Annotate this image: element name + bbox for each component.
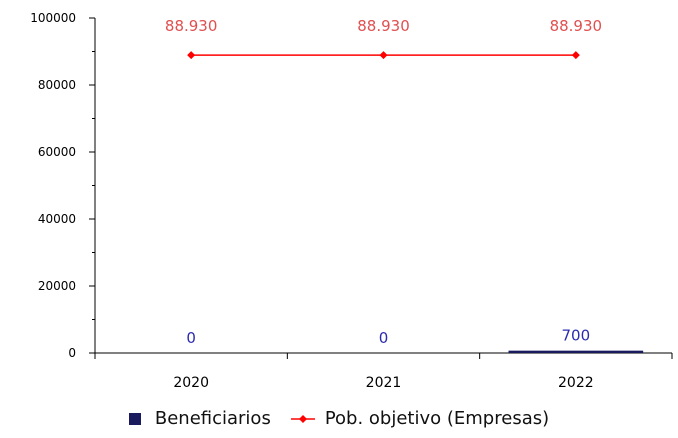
x-tick-label: 2021 (366, 375, 402, 391)
y-tick-label: 0 (68, 346, 76, 360)
line-value-label: 88.930 (550, 17, 603, 35)
legend-item-line: Pob. objetivo (Empresas) (290, 408, 550, 429)
bar (508, 350, 644, 353)
y-tick-label: 100000 (30, 11, 76, 25)
x-tick-label: 2020 (173, 375, 209, 391)
line-point (571, 51, 580, 60)
y-tick-label: 40000 (38, 212, 76, 226)
line-point (379, 51, 388, 60)
legend-line-label: Pob. objetivo (Empresas) (324, 408, 550, 429)
line-point (187, 51, 196, 60)
y-tick-label: 80000 (38, 78, 76, 92)
axes: 0 20000 40000 60000 80000 100000 2020 2021 2022 (30, 11, 673, 391)
x-tick-label: 2022 (558, 375, 594, 391)
legend-item-bar: Beneficiarios (128, 408, 271, 429)
line-value-label: 88.930 (357, 17, 410, 35)
legend-bar-label: Beneficiarios (154, 408, 271, 429)
line-series (187, 51, 580, 60)
legend-line-swatch (290, 414, 315, 423)
legend-bar-swatch (128, 412, 141, 425)
line-value-label: 88.930 (165, 17, 218, 35)
legend: Beneficiarios Pob. objetivo (Empresas) (0, 408, 678, 429)
bar-value-label: 0 (186, 329, 196, 347)
bar-value-label: 700 (562, 327, 591, 345)
bar-series (508, 350, 644, 353)
y-tick-label: 60000 (38, 145, 76, 159)
y-tick-label: 20000 (38, 279, 76, 293)
data-labels: 0 0 700 88.930 88.930 88.930 (165, 17, 602, 347)
bar-value-label: 0 (379, 329, 389, 347)
